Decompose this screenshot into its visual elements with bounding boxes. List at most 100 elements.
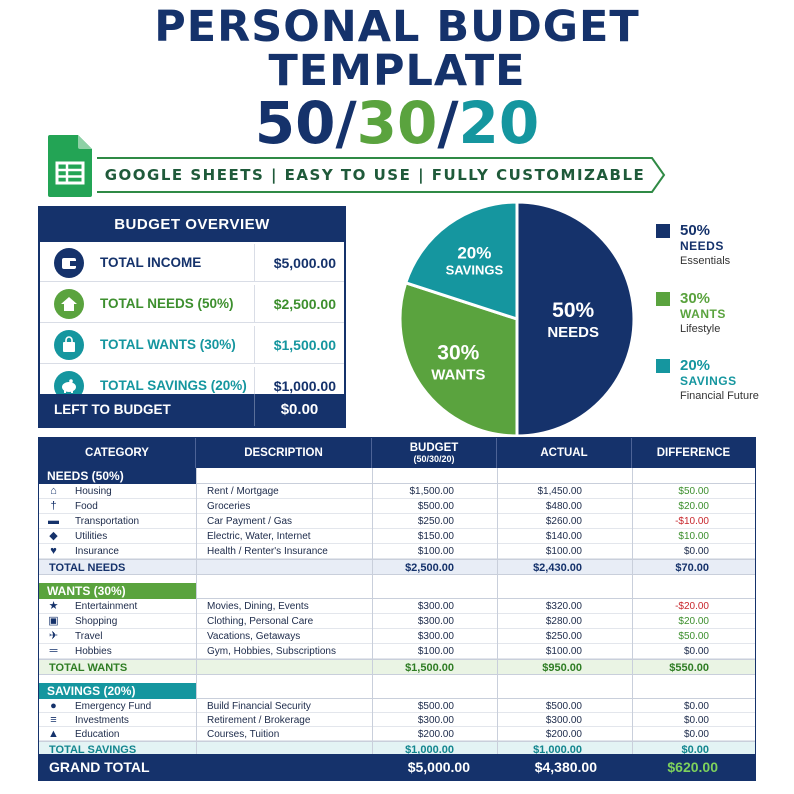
section-header-row [39, 583, 755, 599]
row-difference: $50.00 [678, 631, 709, 642]
row-budget: $500.00 [417, 701, 454, 712]
ratio-separator: / [437, 89, 459, 157]
legend-desc: Lifestyle [680, 323, 721, 335]
grand-total-actual: $4,380.00 [534, 759, 597, 775]
row-difference: $50.00 [678, 486, 709, 497]
total-label: TOTAL WANTS [49, 662, 128, 674]
row-description: Clothing, Personal Care [207, 616, 314, 627]
total-difference: $70.00 [675, 562, 709, 574]
header-category: CATEGORY [39, 438, 196, 468]
row-actual: $140.00 [545, 531, 582, 542]
home-icon: ⌂ [50, 485, 57, 497]
pie-slice-needs [515, 200, 636, 438]
legend-desc: Essentials [680, 255, 731, 267]
row-budget: $300.00 [417, 631, 454, 642]
star-icon: ★ [48, 600, 59, 612]
pie-label-percent: 30% [437, 342, 479, 365]
legend-percent: 50% [680, 222, 711, 239]
header-actual: ACTUAL [497, 438, 632, 468]
heart-icon: ♥ [50, 545, 57, 557]
dumbbell-icon: ═ [49, 645, 58, 657]
total-actual: $1,000.00 [533, 744, 582, 756]
row-budget: $300.00 [417, 601, 454, 612]
left-to-budget-label: LEFT TO BUDGET [54, 402, 171, 417]
row-actual: $100.00 [545, 546, 582, 557]
section-total-wants: TOTAL WANTS $1,500.00 $950.00 $550.00 [39, 659, 755, 675]
row-difference: $0.00 [683, 646, 709, 657]
legend-item-wants: 30% WANTS Lifestyle [656, 290, 776, 340]
features-banner-text: GOOGLE SHEETS | EASY TO USE | FULLY CUST… [104, 166, 646, 184]
table-row: ★ Entertainment Movies, Dining, Events $300… [39, 599, 755, 614]
legend-item-savings: 20% SAVINGS Financial Future [656, 357, 776, 417]
row-description: Electric, Water, Internet [207, 531, 311, 542]
wallet-icon [54, 248, 84, 278]
section-total-savings: TOTAL SAVINGS $1,000.00 $1,000.00 $0.00 [39, 741, 755, 757]
piggy-bank-icon [54, 371, 84, 401]
pie-label-name: NEEDS [547, 324, 599, 341]
row-actual: $300.00 [545, 715, 582, 726]
row-difference: -$10.00 [675, 516, 709, 527]
row-actual: $200.00 [545, 729, 582, 740]
overview-label: TOTAL NEEDS (50%) [100, 296, 234, 311]
row-budget: $100.00 [417, 546, 454, 557]
row-category: Housing [75, 486, 112, 497]
row-difference: $0.00 [683, 701, 709, 712]
row-difference: $0.00 [683, 715, 709, 726]
row-description: Vacations, Getaways [207, 631, 301, 642]
total-difference: $0.00 [681, 744, 709, 756]
budget-table: CATEGORY DESCRIPTION BUDGET (50/30/20) A… [38, 437, 756, 781]
left-to-budget-value: $0.00 [254, 394, 344, 426]
pie-slice-savings [403, 200, 519, 322]
table-row: ✈ Travel Vacations, Getaways $300.00 $250.00… [39, 629, 755, 644]
pie-slice-wants [398, 280, 519, 438]
ratio-wants: 30 [356, 89, 438, 157]
legend-swatch [656, 292, 670, 306]
row-actual: $280.00 [545, 616, 582, 627]
row-category: Shopping [75, 616, 118, 627]
section-header-row [39, 468, 755, 484]
car-icon: ▬ [48, 515, 59, 527]
row-category: Insurance [75, 546, 119, 557]
page-title-line2: TEMPLATE [268, 46, 526, 96]
budget-overview-title: BUDGET OVERVIEW [40, 208, 344, 242]
row-actual: $500.00 [545, 701, 582, 712]
shield-icon: ◆ [49, 530, 58, 542]
shopping-bag-icon [54, 330, 84, 360]
header-budget: BUDGET (50/30/20) [372, 438, 497, 468]
row-category: Emergency Fund [75, 701, 152, 712]
column-divider [196, 468, 197, 766]
row-difference: $20.00 [678, 501, 709, 512]
row-description: Car Payment / Gas [207, 516, 293, 527]
left-to-budget-row: LEFT TO BUDGET $0.00 [40, 394, 344, 426]
overview-label: TOTAL WANTS (30%) [100, 337, 236, 352]
row-description: Groceries [207, 501, 251, 512]
row-budget: $250.00 [417, 516, 454, 527]
legend-percent: 30% [680, 290, 711, 307]
header-budget-label: BUDGET [409, 442, 459, 454]
row-category: Entertainment [75, 601, 138, 612]
row-budget: $100.00 [417, 646, 454, 657]
row-difference: $0.00 [683, 546, 709, 557]
shopping-bag-icon: ▣ [48, 615, 59, 627]
budget-overview-panel: BUDGET OVERVIEW TOTAL INCOME $5,000.00 T… [38, 206, 346, 428]
row-actual: $250.00 [545, 631, 582, 642]
total-budget: $1,500.00 [405, 662, 454, 674]
row-difference: $10.00 [678, 531, 709, 542]
row-category: Transportation [75, 516, 140, 527]
total-difference: $550.00 [669, 662, 709, 674]
row-category: Utilities [75, 531, 108, 542]
row-category: Education [75, 729, 120, 740]
row-difference: $0.00 [683, 729, 709, 740]
page-title-line1: PERSONAL BUDGET [154, 2, 640, 52]
overview-row-wants: TOTAL WANTS (30%) $1,500.00 [40, 326, 344, 364]
legend-name: SAVINGS [680, 374, 737, 388]
row-actual: $1,450.00 [537, 486, 583, 497]
row-description: Health / Renter's Insurance [207, 546, 328, 557]
overview-label: TOTAL INCOME [100, 255, 202, 270]
overview-row-needs: TOTAL NEEDS (50%) $2,500.00 [40, 285, 344, 323]
grand-total-row: GRAND TOTAL $5,000.00 $4,380.00 $620.00 [39, 754, 755, 780]
header-description: DESCRIPTION [196, 438, 372, 468]
table-row: ▬ Transportation Car Payment / Gas $250.00 $… [39, 514, 755, 529]
grand-total-budget: $5,000.00 [407, 759, 470, 775]
row-budget: $200.00 [417, 729, 454, 740]
